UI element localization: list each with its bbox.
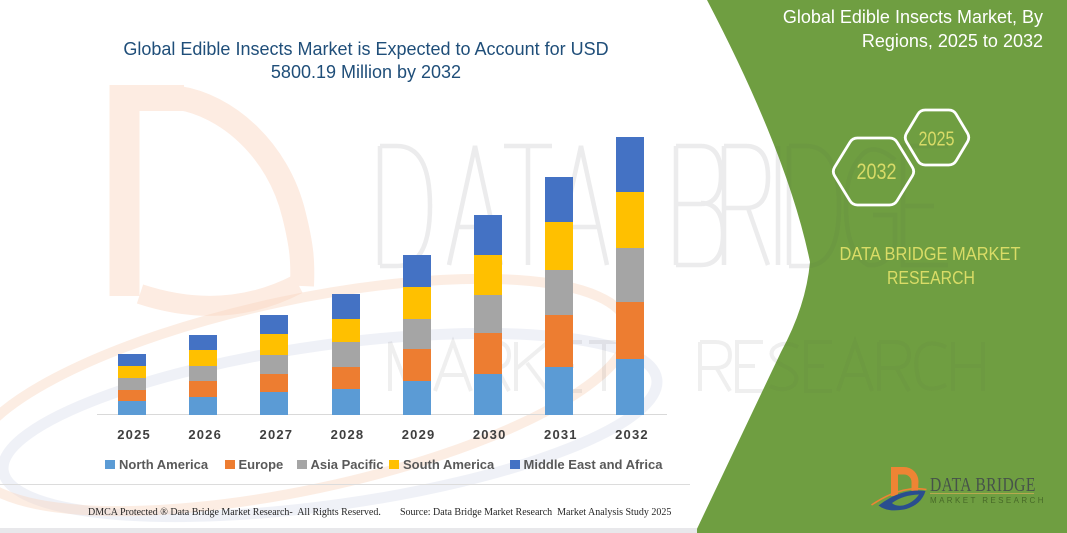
svg-text:RESEARCH: RESEARCH [887, 267, 975, 288]
svg-text:2025: 2025 [919, 129, 955, 151]
svg-text:2032: 2032 [857, 159, 897, 184]
svg-text:DATA BRIDGE MARKET: DATA BRIDGE MARKET [840, 243, 1021, 264]
